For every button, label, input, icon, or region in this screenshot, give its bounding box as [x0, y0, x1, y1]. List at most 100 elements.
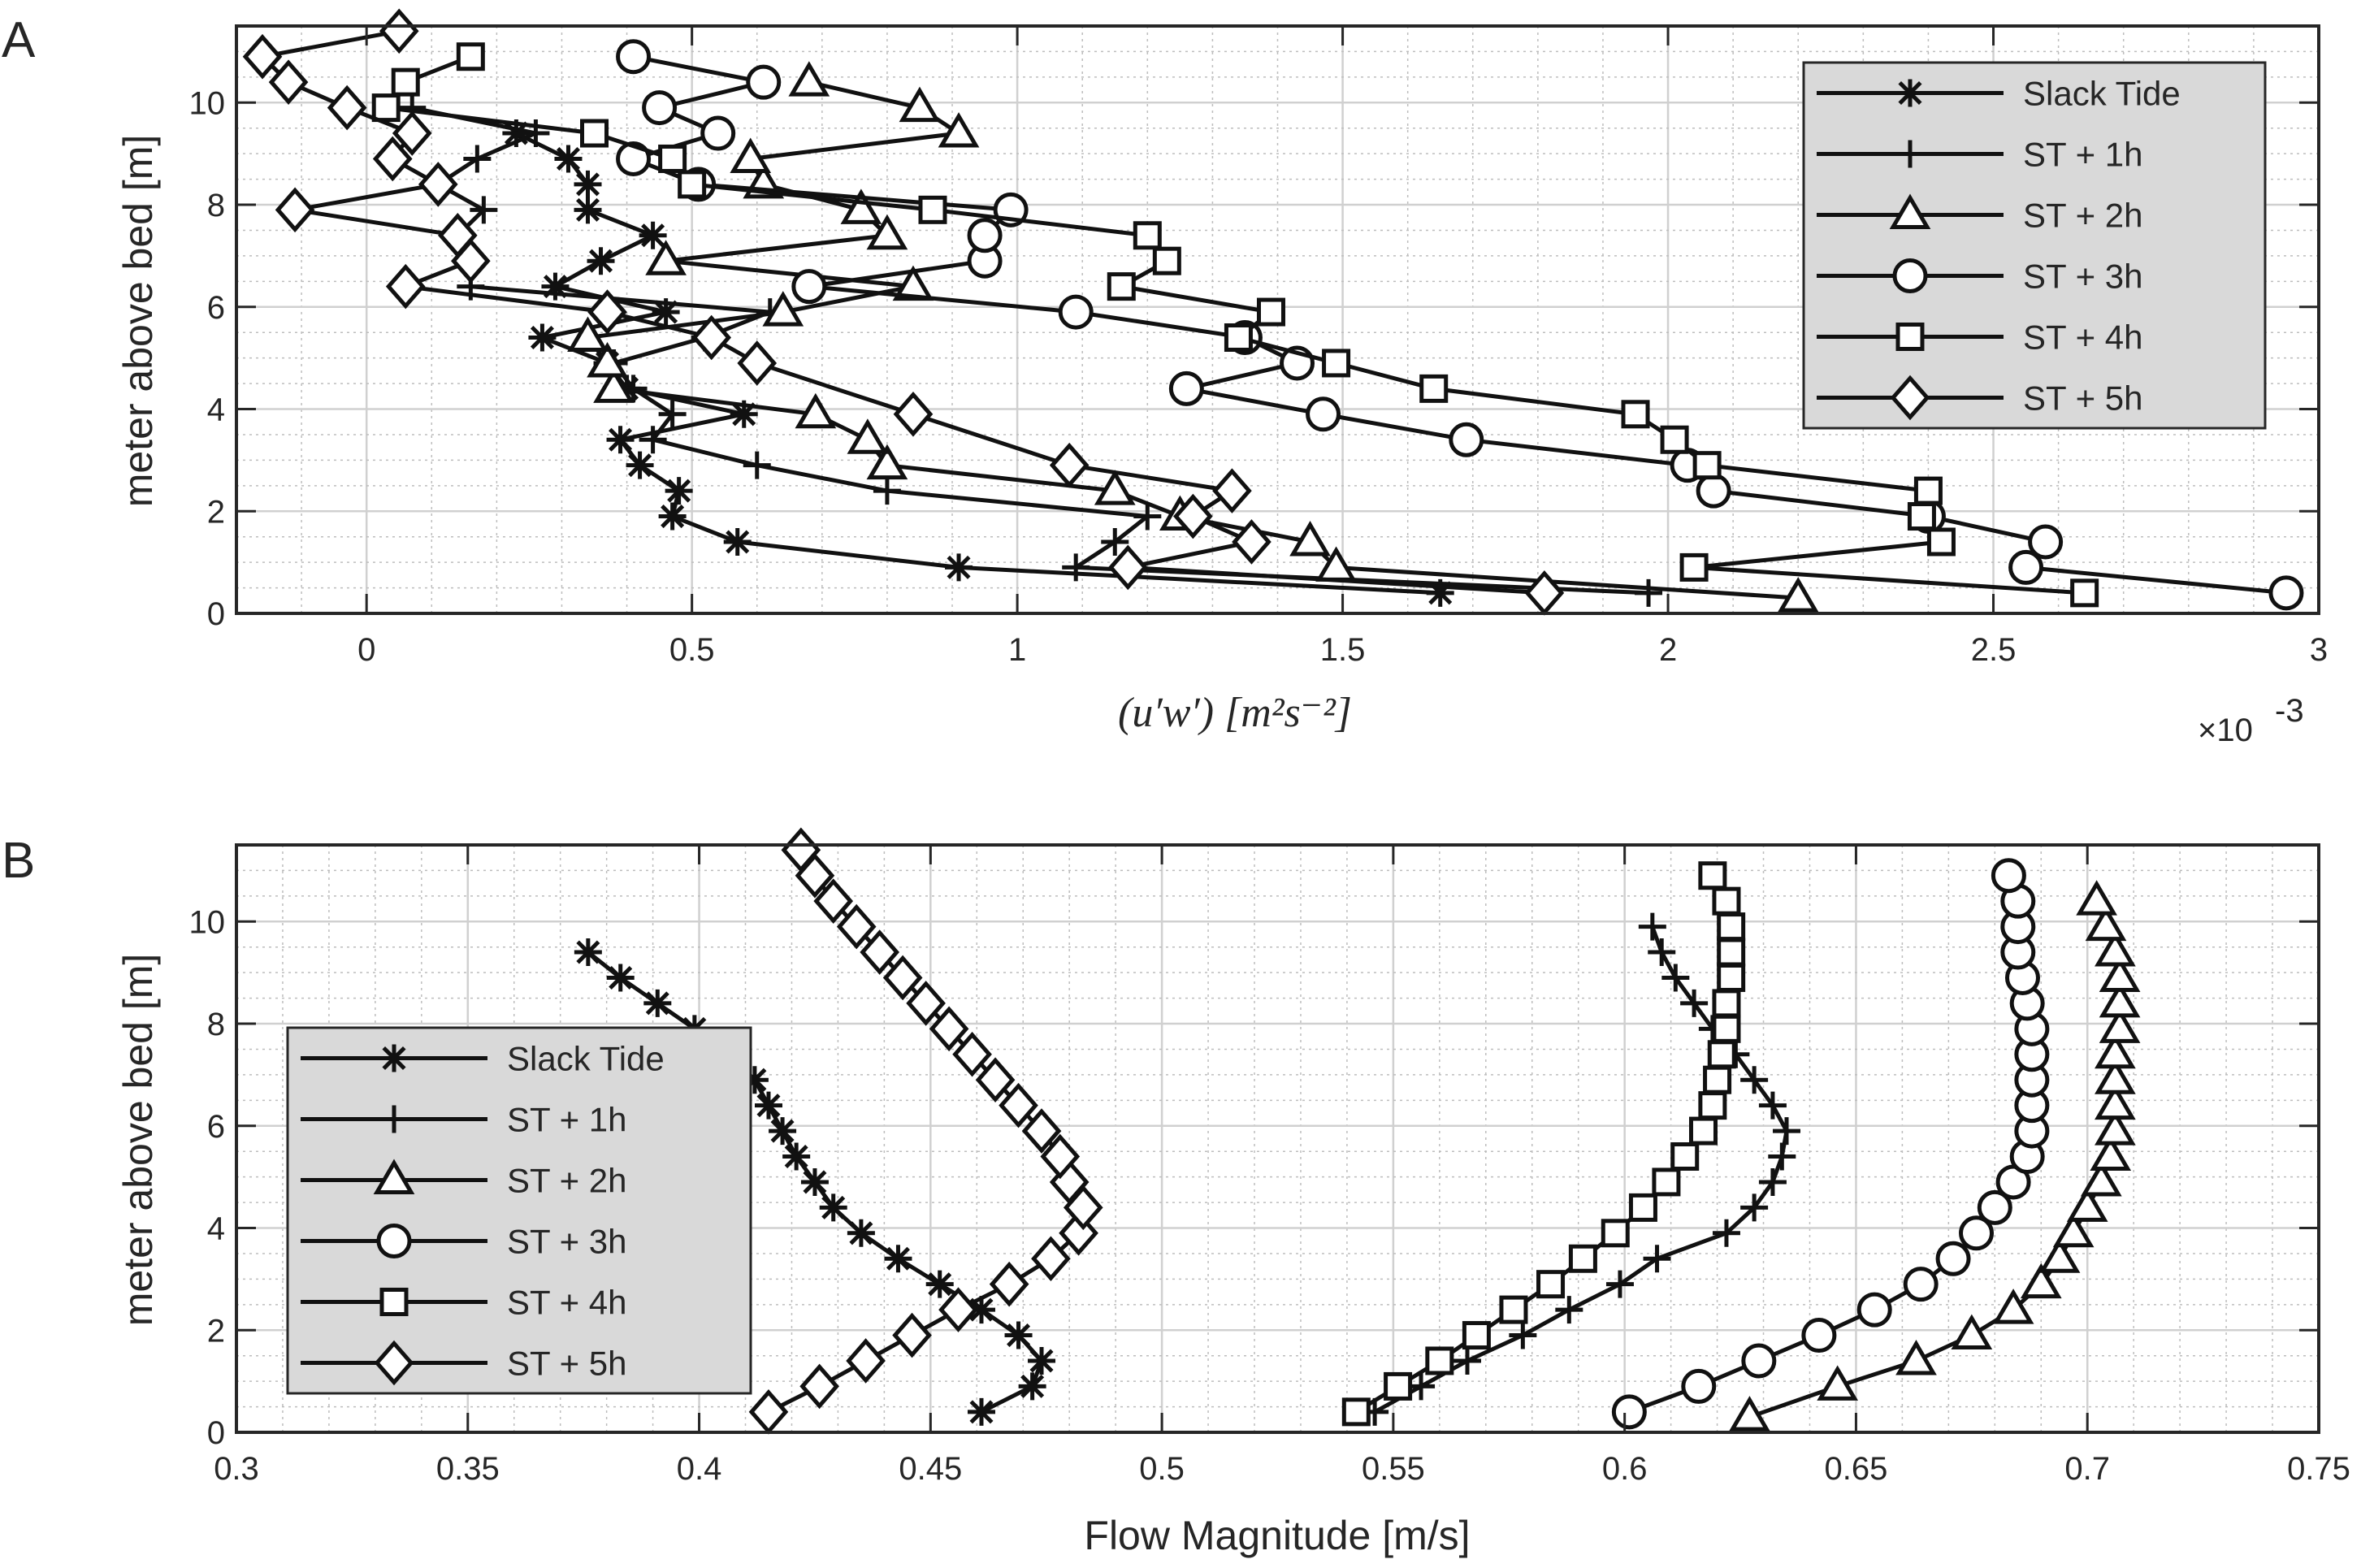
data-point-diamond — [893, 392, 934, 437]
data-point-asterisk — [643, 989, 672, 1017]
data-point-triangle — [795, 392, 837, 429]
panel-a-series — [242, 8, 2304, 616]
series-triangle — [1729, 880, 2141, 1432]
xtick-label: 0.5 — [1139, 1451, 1185, 1487]
data-point-square — [1703, 1065, 1732, 1094]
data-point-asterisk — [884, 1245, 912, 1273]
panel-a-ytick-labels: 0 2 4 6 8 10 — [189, 85, 226, 632]
legend-label: ST + 1h — [2023, 136, 2143, 174]
xtick-label: 0.35 — [436, 1451, 500, 1487]
data-point-asterisk — [528, 323, 557, 352]
panel-b-legend-box — [286, 1026, 752, 1395]
data-point-square — [1717, 912, 1746, 942]
data-point-asterisk — [769, 1117, 797, 1146]
data-point-asterisk — [723, 527, 752, 556]
panel-a-ticks — [236, 26, 2320, 615]
data-point-asterisk — [945, 553, 973, 582]
xtick-label: 2.5 — [1971, 632, 2017, 668]
data-point-diamond — [242, 33, 283, 80]
data-point-diamond — [882, 955, 923, 1001]
data-point-plus — [639, 426, 667, 454]
xtick-label: 1.5 — [1320, 632, 1366, 668]
data-point-diamond — [906, 981, 946, 1026]
data-point-square — [1717, 963, 1746, 992]
data-point-square — [1688, 1116, 1718, 1146]
data-point-circle — [1935, 1241, 1971, 1276]
legend-entry: Slack Tide — [1817, 75, 2181, 113]
xtick-label: 3 — [2310, 632, 2328, 668]
data-point-square — [1536, 1270, 1566, 1299]
data-point-circle — [2268, 575, 2304, 611]
data-point-plus — [1062, 553, 1090, 582]
data-point-triangle — [1777, 577, 1819, 613]
data-point-asterisk — [1028, 1346, 1056, 1375]
data-point-asterisk — [554, 145, 583, 173]
xtick-label: 0.65 — [1825, 1451, 1888, 1487]
data-point-diamond — [1021, 1108, 1062, 1154]
data-point-triangle — [2095, 931, 2136, 967]
data-point-circle — [1801, 1318, 1837, 1354]
panel-a-x-exponent-power: -3 — [2275, 693, 2304, 729]
legend-label: ST + 4h — [2023, 318, 2143, 357]
panel-b-legend: Slack Tide ST + 1h ST + 2h ST + 3h ST + 4h ST… — [286, 1026, 752, 1395]
data-point-diamond — [892, 1312, 932, 1358]
data-point-diamond — [1031, 1236, 1071, 1282]
data-point-asterisk — [652, 298, 680, 327]
xtick-label: 0.7 — [2064, 1451, 2110, 1487]
ytick-label: 10 — [189, 904, 226, 940]
legend-entry: ST + 5h — [301, 1340, 627, 1386]
data-point-triangle — [892, 265, 934, 301]
data-point-diamond — [999, 1082, 1038, 1128]
data-point-circle — [642, 90, 678, 126]
legend-label: ST + 5h — [507, 1345, 627, 1383]
data-point-plus — [1758, 1091, 1787, 1120]
legend-marker-plus — [380, 1105, 408, 1133]
legend-entry: ST + 5h — [1817, 375, 2143, 421]
legend-marker-triangle — [1889, 193, 1931, 229]
data-point-asterisk — [606, 964, 635, 992]
legend-marker-circle — [376, 1224, 412, 1258]
panel-b-axes-box — [235, 843, 2320, 1434]
ytick-label: 8 — [207, 188, 225, 223]
data-point-circle — [1058, 294, 1094, 330]
data-point-diamond — [418, 162, 458, 207]
data-point-square — [1692, 451, 1722, 480]
data-point-asterisk — [967, 1296, 995, 1324]
data-point-asterisk — [574, 938, 602, 967]
data-point-triangle — [2085, 905, 2127, 942]
data-point-triangle — [938, 112, 980, 148]
data-point-triangle — [567, 316, 609, 353]
data-point-plus — [1648, 938, 1676, 967]
series-circle — [1611, 858, 2050, 1430]
data-point-circle — [700, 115, 736, 151]
data-point-plus — [1635, 578, 1663, 607]
data-point-triangle — [1895, 1340, 1937, 1375]
data-point-triangle — [2095, 1059, 2136, 1094]
legend-entry: ST + 2h — [301, 1159, 627, 1200]
legend-entry: ST + 1h — [1817, 136, 2143, 174]
legend-label: ST + 5h — [2023, 379, 2143, 418]
data-point-plus — [1101, 527, 1129, 556]
series-circle — [616, 39, 2304, 611]
data-point-diamond — [691, 314, 732, 361]
series-square — [371, 42, 2099, 608]
data-point-circle — [1903, 1267, 1939, 1302]
xtick-label: 0.5 — [669, 632, 715, 668]
xtick-label: 2 — [1659, 632, 1677, 668]
legend-label: ST + 2h — [2023, 197, 2143, 235]
data-point-triangle — [2095, 1033, 2136, 1069]
data-point-circle — [967, 218, 1003, 253]
xtick-label: 0.45 — [899, 1451, 962, 1487]
data-point-circle — [2028, 524, 2064, 560]
data-point-asterisk — [587, 247, 615, 275]
data-point-square — [1152, 246, 1181, 275]
data-point-triangle — [1951, 1314, 1993, 1350]
data-point-asterisk — [730, 400, 758, 428]
data-point-triangle — [2095, 1110, 2136, 1146]
data-point-square — [1621, 400, 1650, 429]
data-point-square — [1568, 1244, 1597, 1273]
data-point-square — [1712, 886, 1741, 916]
data-point-asterisk — [1426, 578, 1454, 607]
